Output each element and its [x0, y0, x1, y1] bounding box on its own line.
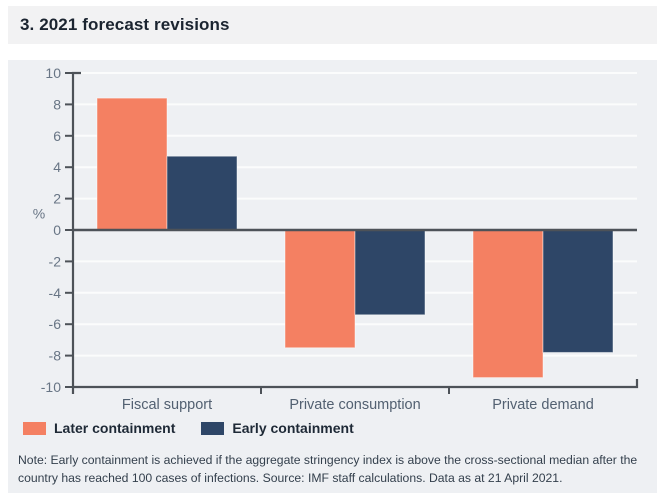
- chart-title-bar: 3. 2021 forecast revisions: [8, 6, 657, 44]
- category-label: Private demand: [492, 397, 594, 413]
- bar-later-containment-private-consumption: [284, 229, 356, 349]
- bar-later-containment-fiscal-support: [96, 97, 168, 231]
- category-label: Fiscal support: [122, 397, 212, 413]
- y-tick-label: -10: [41, 379, 61, 395]
- bar-early-containment-private-demand: [542, 229, 614, 353]
- legend: Later containment Early containment: [23, 420, 354, 436]
- bar-early-containment-fiscal-support: [166, 155, 238, 231]
- legend-item-later-containment: Later containment: [23, 420, 175, 436]
- plot-area: 10 8 6 4 2 0 -2 -4 -6 -8 -10% Fiscal support Private…: [8, 60, 657, 421]
- category-label: Private consumption: [289, 397, 420, 413]
- page-title: 3. 2021 forecast revisions: [20, 15, 230, 34]
- y-tick-label: 0: [53, 222, 61, 238]
- y-tick-label: 4: [53, 159, 61, 175]
- y-tick-label: -2: [49, 253, 62, 269]
- legend-label: Later containment: [54, 420, 176, 436]
- y-tick-label: 10: [45, 65, 61, 81]
- y-tick-label: 8: [53, 96, 61, 112]
- note-text: Note: Early containment is achieved if t…: [18, 453, 638, 486]
- y-tick-label: -4: [49, 285, 62, 301]
- x-axis: [73, 379, 639, 389]
- y-axis: [71, 71, 81, 394]
- legend-swatch-early-containment: [201, 421, 225, 435]
- y-axis-label: %: [33, 205, 45, 221]
- y-tick-label: 2: [53, 191, 61, 207]
- chart-panel: 10 8 6 4 2 0 -2 -4 -6 -8 -10% Fiscal support Private…: [8, 60, 657, 493]
- legend-label: Early containment: [232, 420, 354, 436]
- legend-swatch-later-containment: [23, 421, 46, 435]
- bar-chart: 10 8 6 4 2 0 -2 -4 -6 -8 -10% Fiscal support Private…: [33, 65, 639, 413]
- bar-later-containment-private-demand: [472, 229, 544, 379]
- y-tick-label: 6: [53, 128, 61, 144]
- bar-early-containment-private-consumption: [354, 229, 426, 316]
- y-tick-label: -6: [49, 316, 62, 332]
- y-tick-label: -8: [49, 348, 62, 364]
- legend-item-early-containment: Early containment: [201, 420, 354, 436]
